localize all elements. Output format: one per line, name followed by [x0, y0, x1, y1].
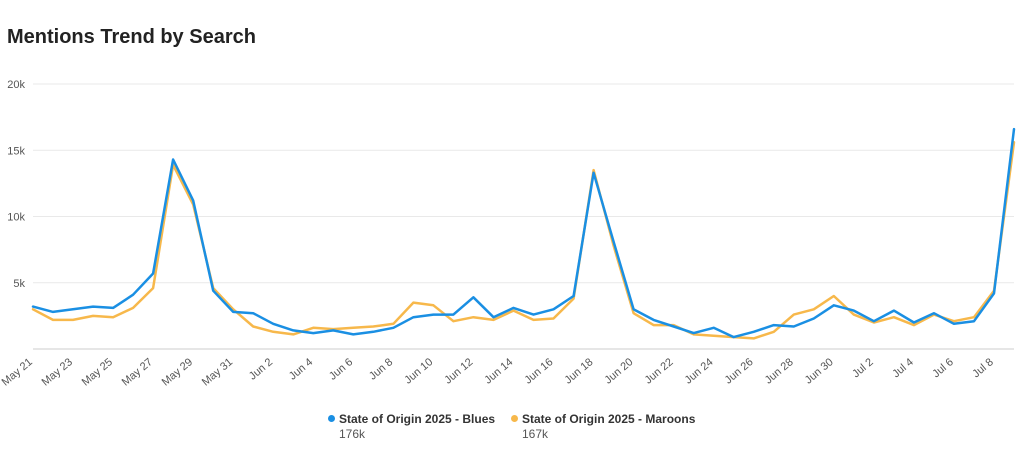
x-tick-label: Jul 2 — [850, 356, 876, 380]
x-tick-label: May 29 — [160, 356, 195, 388]
series-lines — [31, 127, 1016, 340]
x-tick-label: Jun 22 — [643, 356, 676, 386]
y-tick-label: 5k — [13, 278, 25, 290]
x-tick-label: May 27 — [120, 356, 155, 388]
x-tick-label: Jun 24 — [683, 356, 716, 386]
legend-series-name: State of Origin 2025 - Blues — [339, 412, 496, 426]
grid-lines — [33, 83, 1014, 284]
y-tick-label: 15k — [7, 145, 25, 157]
x-tick-label: May 31 — [200, 356, 235, 388]
x-tick-label: May 25 — [80, 356, 115, 388]
legend-series-total: 167k — [522, 427, 549, 441]
legend-series-total: 176k — [339, 427, 366, 441]
x-tick-label: Jun 30 — [803, 356, 836, 386]
x-tick-label: Jun 20 — [603, 356, 636, 386]
x-tick-label: Jul 4 — [890, 356, 916, 380]
legend: State of Origin 2025 - Blues 176k State … — [0, 412, 1024, 452]
chart-title: Mentions Trend by Search — [7, 26, 256, 48]
y-tick-label: 10k — [7, 212, 25, 224]
y-tick-label: 20k — [7, 79, 25, 91]
x-tick-label: Jul 8 — [970, 356, 996, 380]
x-tick-label: Jun 2 — [247, 356, 275, 382]
x-tick-label: Jul 6 — [930, 356, 956, 380]
x-tick-label: May 23 — [40, 356, 75, 388]
x-tick-label: Jun 28 — [763, 356, 796, 386]
x-tick-label: Jun 18 — [562, 356, 595, 386]
x-tick-label: May 21 — [0, 356, 35, 388]
x-tick-label: Jun 14 — [482, 356, 515, 386]
x-tick-label: Jun 26 — [723, 356, 756, 386]
x-tick-label: Jun 16 — [522, 356, 555, 386]
x-tick-label: Jun 12 — [442, 356, 475, 386]
x-tick-label: Jun 8 — [367, 356, 395, 382]
legend-marker-icon — [328, 415, 335, 422]
x-axis-labels: May 21 May 23 May 25 May 27 May 29 May 31 Jun … — [0, 356, 996, 388]
series-line-blues[interactable] — [31, 127, 1016, 339]
x-tick-label: Jun 4 — [287, 356, 315, 382]
legend-series-name: State of Origin 2025 - Maroons — [522, 412, 696, 426]
legend-marker-icon — [511, 415, 518, 422]
x-tick-label: Jun 10 — [402, 356, 435, 386]
x-tick-label: Jun 6 — [327, 356, 355, 382]
y-axis-labels: 5k 10k 15k 20k — [7, 79, 25, 290]
